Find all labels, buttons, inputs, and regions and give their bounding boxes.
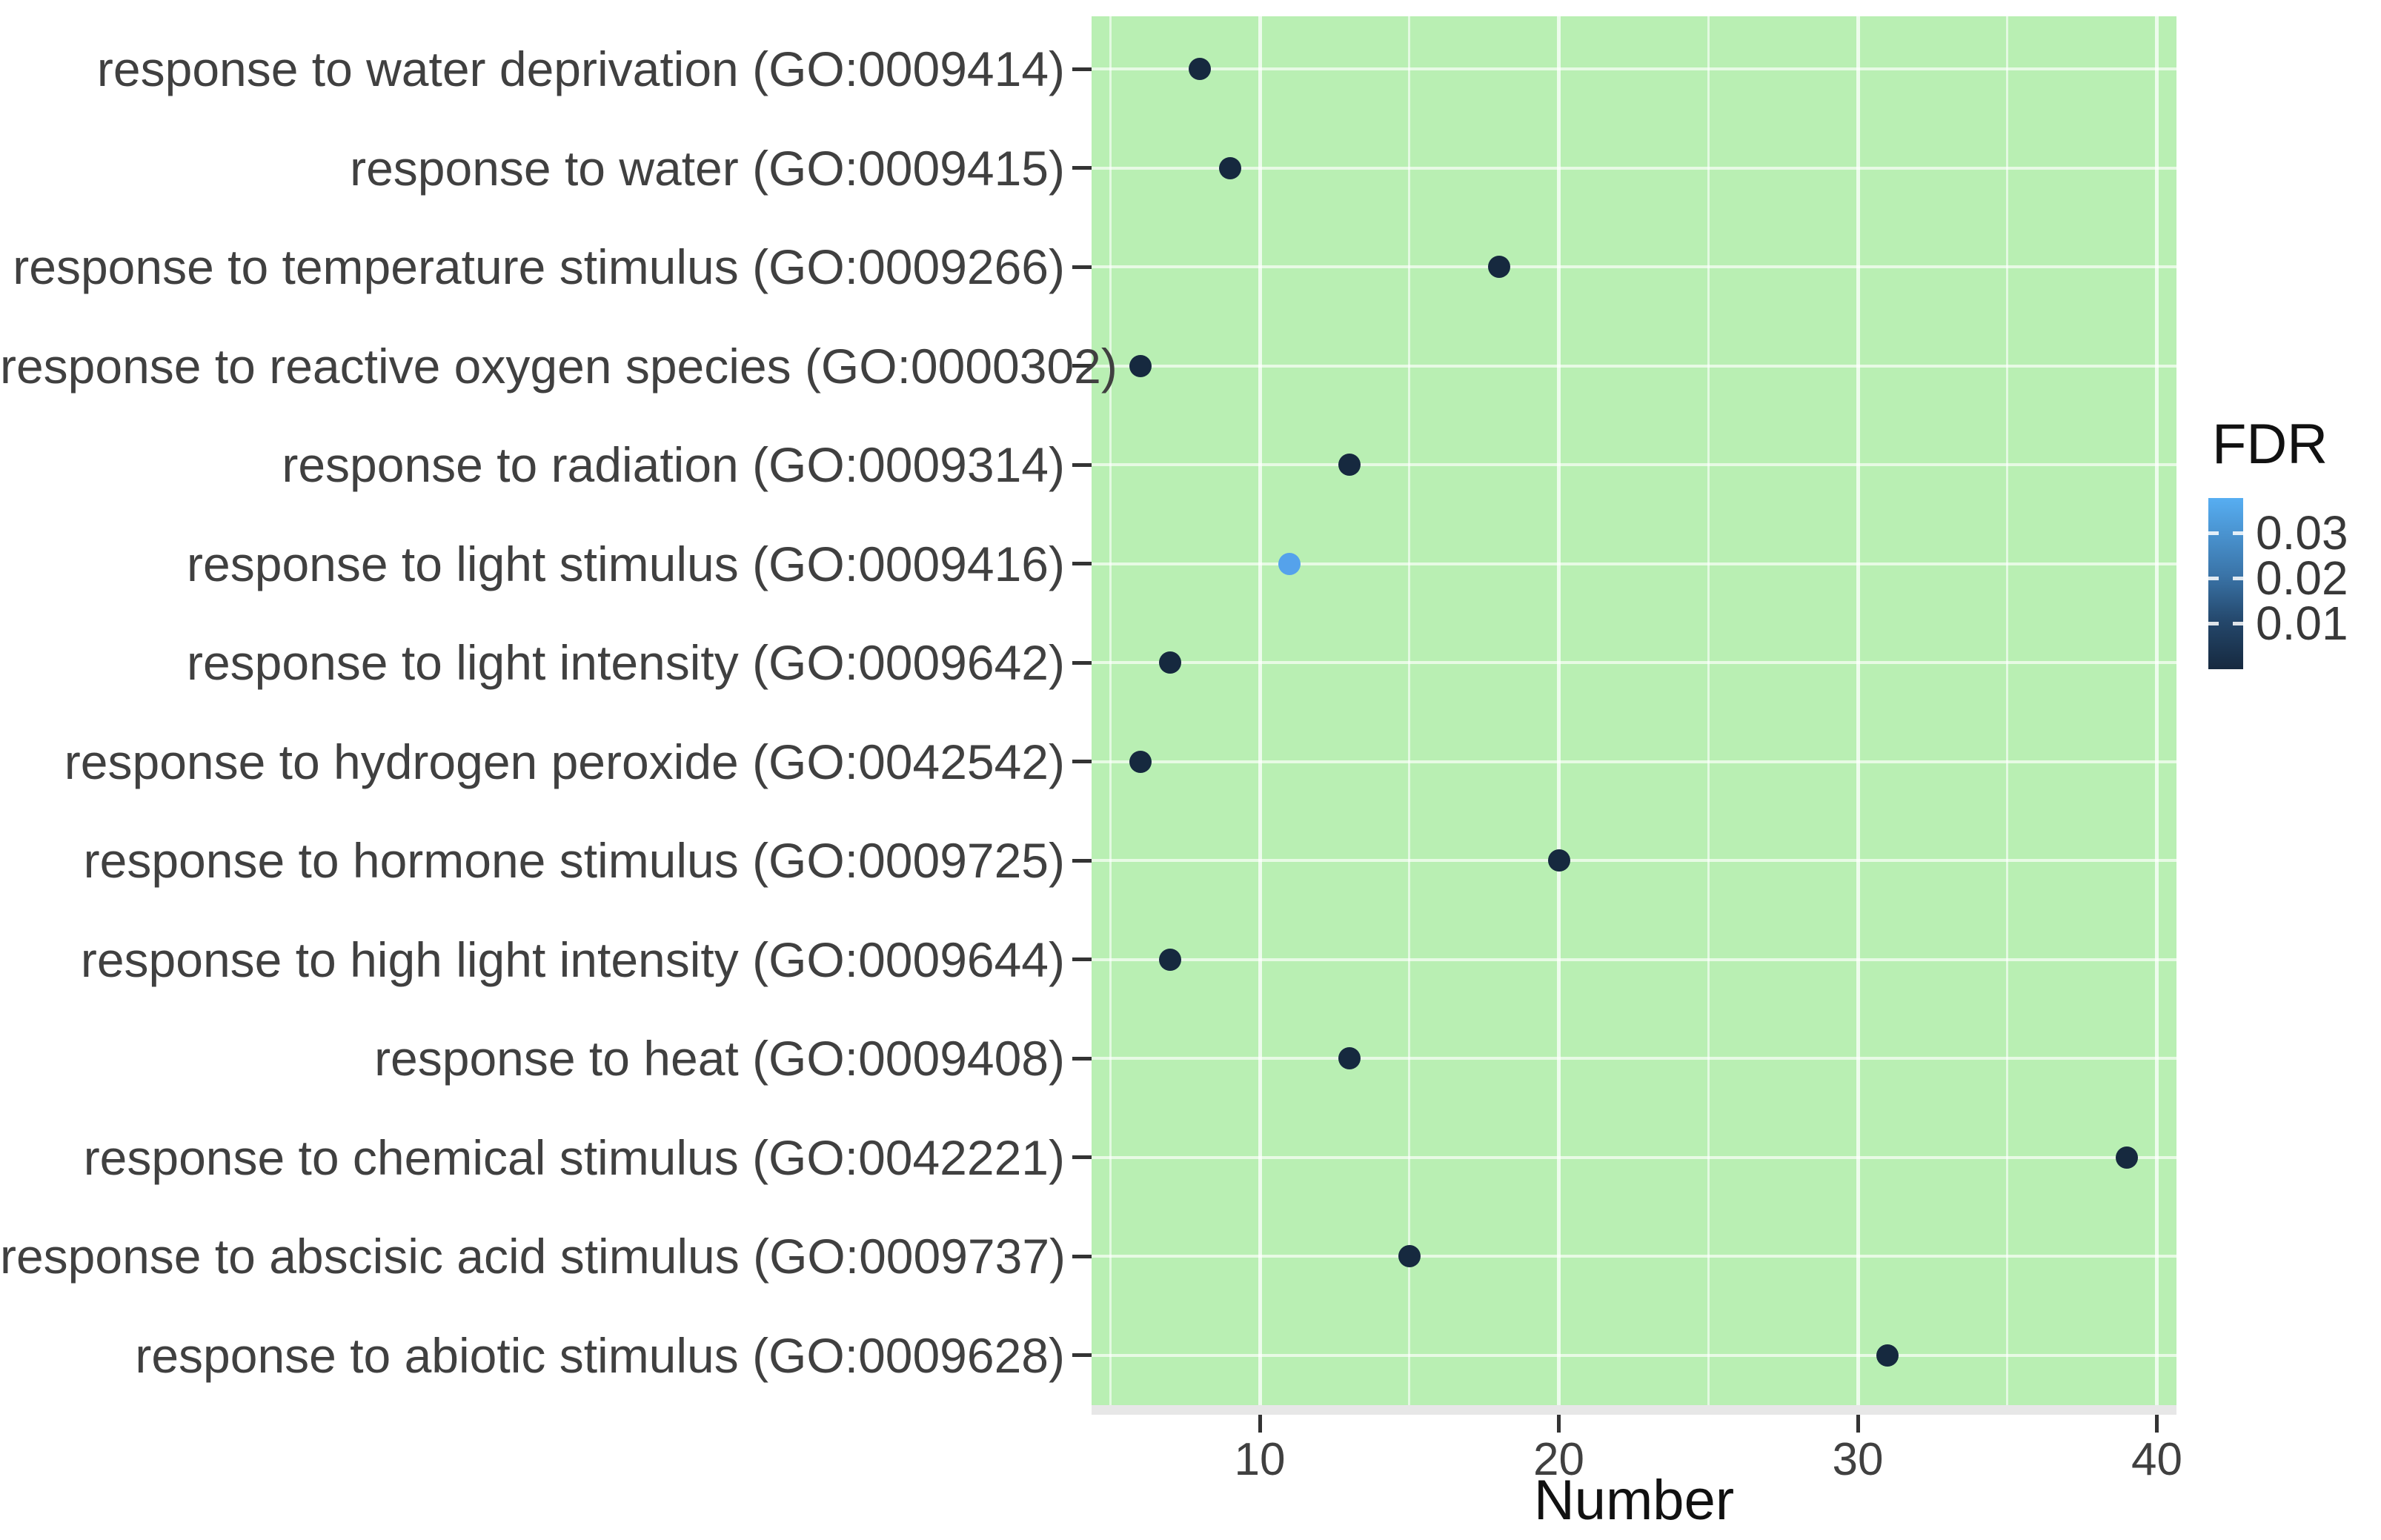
data-point (1338, 454, 1361, 476)
y-axis-label: response to abscisic acid stimulus (GO:0… (0, 1229, 1066, 1284)
y-axis-tick (1072, 858, 1092, 863)
panel-bottom-strip (1092, 1405, 2176, 1415)
y-axis-tick (1072, 1254, 1092, 1258)
y-axis-tick (1072, 364, 1092, 368)
data-point (1487, 256, 1510, 278)
legend-tick-label: 0.02 (2256, 551, 2348, 605)
x-axis-title: Number (1533, 1469, 1735, 1532)
y-axis-label: response to light stimulus (GO:0009416) (187, 536, 1065, 591)
x-major-gridline (1557, 16, 1561, 1405)
y-axis-label: response to heat (GO:0009408) (374, 1031, 1065, 1086)
x-axis-tick-label: 40 (2131, 1434, 2182, 1485)
legend-colorbar-tick (2233, 577, 2243, 580)
y-axis-tick (1072, 562, 1092, 565)
y-axis-tick (1072, 1056, 1092, 1061)
legend-colorbar-tick (2208, 622, 2219, 625)
y-axis-label: response to water (GO:0009415) (350, 140, 1065, 196)
y-axis-tick (1072, 265, 1092, 269)
y-axis-label: response to water deprivation (GO:000941… (96, 42, 1065, 96)
y-gridline (1092, 859, 2176, 862)
y-axis-label: response to light intensity (GO:0009642) (186, 635, 1065, 690)
y-axis-label: response to reactive oxygen species (GO:… (0, 338, 1118, 394)
data-point (1159, 948, 1181, 971)
x-axis-tick-label: 20 (1533, 1434, 1584, 1485)
y-gridline (1092, 265, 2176, 268)
y-axis-tick (1072, 957, 1092, 961)
y-axis-label: response to radiation (GO:0009314) (282, 437, 1065, 492)
data-point (1129, 750, 1152, 773)
data-point (1398, 1245, 1421, 1267)
data-point (1218, 156, 1241, 179)
data-point (1278, 552, 1301, 575)
x-axis-tick-label: 30 (1832, 1434, 1884, 1485)
y-gridline (1092, 760, 2176, 763)
x-minor-gridline (1109, 16, 1112, 1405)
y-gridline (1092, 463, 2176, 466)
legend-colorbar-tick (2233, 622, 2243, 625)
y-axis-label: response to hydrogen peroxide (GO:004254… (64, 734, 1065, 789)
y-gridline (1092, 661, 2176, 664)
x-major-gridline (1258, 16, 1262, 1405)
data-point (1159, 651, 1181, 674)
y-axis-label: response to abiotic stimulus (GO:0009628… (135, 1327, 1065, 1383)
legend-colorbar-tick (2233, 531, 2243, 535)
plot-panel (1092, 16, 2176, 1405)
data-point (1129, 354, 1152, 377)
y-gridline (1092, 1353, 2176, 1357)
y-axis-label: response to temperature stimulus (GO:000… (13, 239, 1065, 294)
y-gridline (1092, 166, 2176, 170)
legend-title: FDR (2212, 413, 2328, 476)
x-axis-tick-label: 10 (1234, 1434, 1286, 1485)
x-major-gridline (2155, 16, 2159, 1405)
legend-colorbar-tick (2208, 531, 2219, 535)
x-axis-tick (2155, 1415, 2159, 1433)
y-gridline (1092, 1057, 2176, 1060)
x-axis-tick (1856, 1415, 1860, 1433)
legend-colorbar-tick (2208, 577, 2219, 580)
x-axis-tick (1258, 1415, 1262, 1433)
x-minor-gridline (1707, 16, 1710, 1405)
data-point (1189, 58, 1212, 80)
y-axis-tick (1072, 166, 1092, 170)
x-axis-tick (1557, 1415, 1561, 1433)
y-axis-tick (1072, 462, 1092, 467)
y-axis-tick (1072, 760, 1092, 763)
y-gridline (1092, 67, 2176, 70)
y-axis-label: response to hormone stimulus (GO:0009725… (83, 833, 1065, 888)
y-axis-tick (1072, 67, 1092, 71)
y-axis-label: response to chemical stimulus (GO:004222… (83, 1129, 1065, 1185)
y-gridline (1092, 1255, 2176, 1258)
y-axis-label: response to high light intensity (GO:000… (80, 932, 1065, 987)
data-point (1876, 1344, 1899, 1367)
y-axis-tick (1072, 1155, 1092, 1159)
x-minor-gridline (1408, 16, 1411, 1405)
y-gridline (1092, 364, 2176, 368)
legend-tick-label: 0.03 (2256, 506, 2348, 560)
y-axis-tick (1072, 1353, 1092, 1357)
x-major-gridline (1856, 16, 1860, 1405)
data-point (1547, 849, 1570, 872)
legend-colorbar (2208, 498, 2243, 669)
y-gridline (1092, 957, 2176, 961)
data-point (2116, 1146, 2139, 1169)
y-gridline (1092, 1155, 2176, 1159)
legend-tick-label: 0.01 (2256, 597, 2348, 650)
y-axis-tick (1072, 660, 1092, 665)
data-point (1338, 1047, 1361, 1069)
y-gridline (1092, 562, 2176, 565)
x-minor-gridline (2006, 16, 2009, 1405)
